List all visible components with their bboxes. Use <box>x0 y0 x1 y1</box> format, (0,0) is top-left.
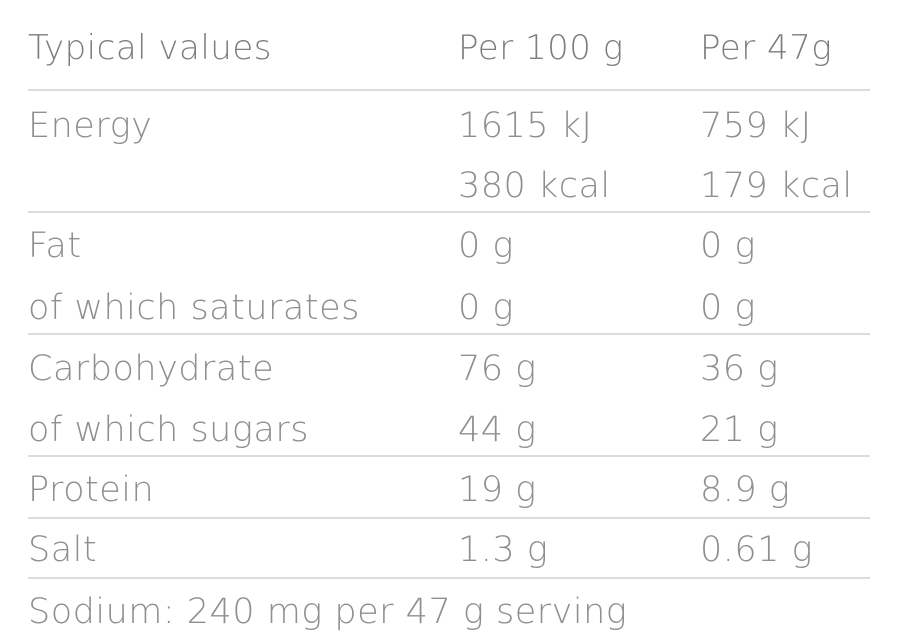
table-row: of which sugars 44 g 21 g <box>28 400 870 461</box>
divider <box>28 89 870 91</box>
value-per-serving: 759 kJ <box>700 106 812 146</box>
value-per-serving: 21 g <box>700 410 779 450</box>
header-per-serving: Per 47g <box>700 28 833 68</box>
value-per-serving: 36 g <box>700 349 779 389</box>
value-per-100g: 76 g <box>458 349 537 389</box>
nutrient-label: Salt <box>28 530 98 570</box>
nutrient-label: of which sugars <box>28 410 309 450</box>
nutrient-label: Protein <box>28 470 155 510</box>
header-per-100g: Per 100 g <box>458 28 624 68</box>
nutrient-label: Fat <box>28 226 82 266</box>
table-row: Fat 0 g 0 g <box>28 216 870 277</box>
table-row: of which saturates 0 g 0 g <box>28 278 870 339</box>
value-per-100g: 380 kcal <box>458 166 611 206</box>
value-per-100g: 1615 kJ <box>458 106 593 146</box>
divider <box>28 517 870 519</box>
value-per-100g: 0 g <box>458 226 514 266</box>
table-row: 380 kcal 179 kcal <box>28 156 870 217</box>
table-row: Energy 1615 kJ 759 kJ <box>28 96 870 157</box>
table-header: Typical values Per 100 g Per 47g <box>28 18 870 79</box>
value-per-serving: 0 g <box>700 288 756 328</box>
value-per-100g: 0 g <box>458 288 514 328</box>
value-per-serving: 8.9 g <box>700 470 791 510</box>
table-row: Salt 1.3 g 0.61 g <box>28 520 870 581</box>
nutrient-label: Energy <box>28 106 153 146</box>
sodium-footnote: Sodium: 240 mg per 47 g serving <box>28 592 628 632</box>
value-per-serving: 0 g <box>700 226 756 266</box>
value-per-100g: 19 g <box>458 470 537 510</box>
divider <box>28 577 870 579</box>
divider <box>28 211 870 213</box>
value-per-100g: 1.3 g <box>458 530 549 570</box>
table-row: Protein 19 g 8.9 g <box>28 460 870 521</box>
value-per-serving: 179 kcal <box>700 166 853 206</box>
header-label: Typical values <box>28 28 272 68</box>
value-per-100g: 44 g <box>458 410 537 450</box>
nutrient-label: of which saturates <box>28 288 360 328</box>
value-per-serving: 0.61 g <box>700 530 814 570</box>
table-row: Carbohydrate 76 g 36 g <box>28 339 870 400</box>
divider <box>28 455 870 457</box>
nutrient-label: Carbohydrate <box>28 349 275 389</box>
divider <box>28 333 870 335</box>
